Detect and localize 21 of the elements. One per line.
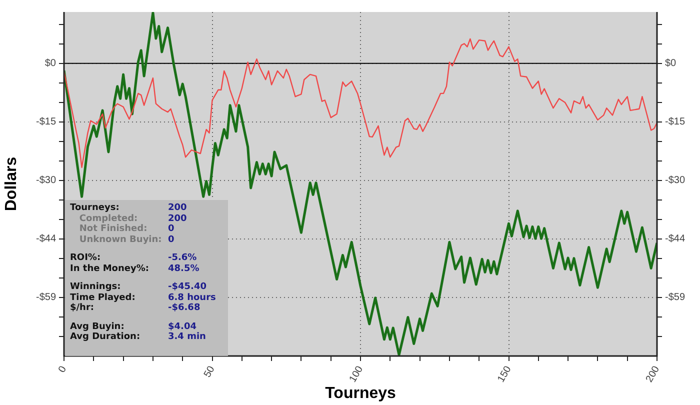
y-tick-label: -$15 [36,116,56,128]
y2-tick-label: -$15 [665,116,686,128]
y2-tick-label: -$30 [665,175,686,186]
text: Tourneys: 200 Completed: 200 Not Finished: 0 Unknown Buyin: 0 [70,203,187,245]
y2-tick-label: $0 [665,58,677,70]
y-tick-label: $0 [44,58,56,70]
x-tick-label: 100 [348,364,366,384]
y-axis-title: Dollars [3,156,20,212]
text: Avg Buyin: $4.04 Avg Duration: 3.4 min [70,322,206,342]
y2-tick-label: -$59 [665,292,686,304]
text: Winnings: -$45.40 Time Played: 6.8 hours $/hr: -$6.68 [70,282,216,314]
x-tick-label: 200 [644,364,662,384]
y-tick-label: -$59 [36,292,56,304]
x-tick-label: 50 [202,364,218,380]
y2-tick-label: -$44 [665,234,686,245]
x-axis-title: Tourneys [325,384,396,402]
x-tick-label: 0 [56,364,70,375]
y-tick-label: -$44 [36,234,56,245]
x-tick-label: 150 [496,364,514,384]
text: ROI%: -5.6% In the Money%: 48.5% [70,253,200,274]
y-tick-label: -$30 [36,175,56,186]
